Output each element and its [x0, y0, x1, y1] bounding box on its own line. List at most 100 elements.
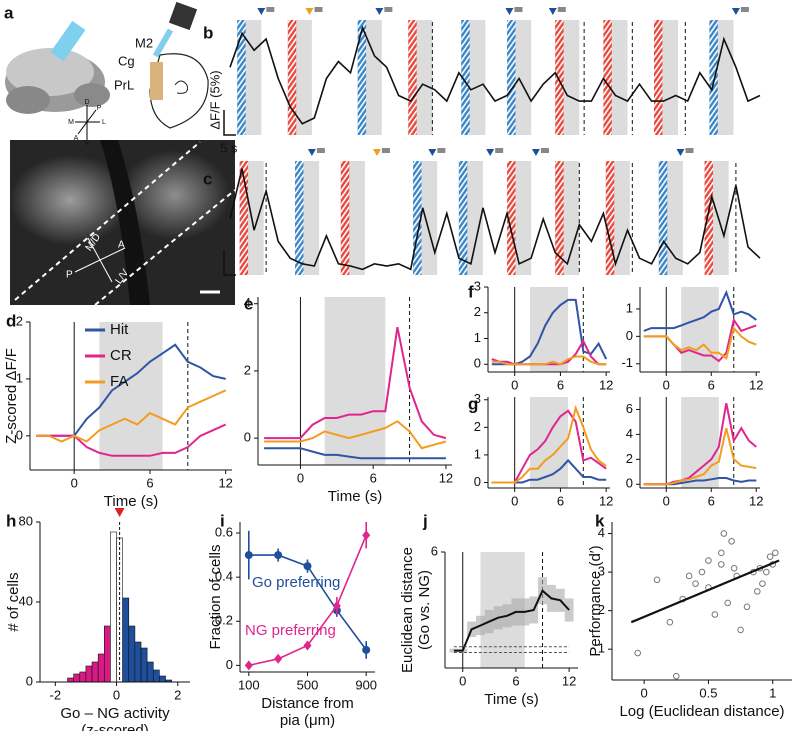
stimulus-hatch [654, 20, 663, 135]
point [753, 588, 761, 595]
series-line [264, 327, 447, 440]
y-tick-label: 2 [16, 313, 23, 328]
panel-label: g [468, 394, 478, 413]
point [685, 572, 693, 580]
y-tick-label: 4 [626, 426, 633, 441]
series-line [453, 589, 570, 652]
stimulus-window [529, 397, 569, 488]
y-tick-label: 0.4 [215, 569, 233, 584]
point [728, 537, 735, 545]
brain-render [5, 20, 110, 140]
scale-bar [223, 110, 236, 136]
x-axis-label: Time (s) [328, 488, 382, 505]
x-tick-label: 6 [557, 377, 564, 392]
x-tick-label: 0 [297, 470, 304, 485]
stimulus-window [681, 287, 719, 372]
histogram-bar [79, 671, 87, 683]
stimulus-hatch [605, 161, 615, 275]
lick-ticks [540, 148, 549, 153]
compass-label: L [102, 119, 106, 126]
point [666, 618, 674, 626]
lick-ticks [314, 7, 323, 12]
y-tick-label: 3 [474, 391, 481, 406]
x-tick-label: 6 [708, 493, 715, 508]
y-tick-label: 0.6 [215, 524, 233, 539]
trial-arrow [486, 149, 495, 156]
panel-label: i [220, 511, 225, 530]
x-axis-label: pia (μm) [280, 712, 335, 729]
series-line [36, 389, 227, 443]
trial-arrow [731, 8, 740, 15]
y-tick-label: 2 [626, 451, 633, 466]
point [692, 580, 699, 587]
point [711, 611, 719, 618]
point [766, 553, 774, 560]
trace [229, 168, 761, 271]
scale-label: ΔF/F (5%) [207, 70, 222, 129]
coronal-schematic [149, 1, 209, 129]
y-tick-label: 0 [16, 427, 23, 442]
y-tick-label: 0 [626, 328, 633, 343]
series-line [491, 338, 607, 366]
point [720, 530, 728, 537]
trial-arrow [676, 149, 685, 156]
x-tick-label: -2 [50, 687, 62, 702]
x-tick-label: 2 [174, 687, 181, 702]
compass-label: D [84, 99, 89, 106]
x-axis-label: Time (s) [484, 691, 538, 708]
region-label: Cg [118, 53, 135, 68]
stimulus-hatch [507, 20, 516, 135]
y-tick-label: 4 [244, 295, 251, 310]
panel-label: h [6, 511, 16, 530]
y-tick-label: 0 [474, 356, 481, 371]
panel-label: b [203, 23, 213, 42]
series-line [491, 404, 607, 484]
y-tick-label: 1 [474, 446, 481, 461]
x-axis-label: Go – NG activity [60, 705, 170, 722]
trial-arrow [372, 149, 381, 156]
point [762, 568, 770, 576]
histogram-bar [85, 665, 93, 683]
series-line [643, 427, 757, 486]
x-tick-label: 12 [599, 377, 613, 392]
y-axis-label: Fraction of cells [207, 544, 224, 649]
x-tick-label: 12 [749, 377, 763, 392]
x-tick-label: 12 [218, 475, 232, 490]
stimulus-window [99, 322, 163, 470]
histogram-bar [110, 531, 117, 683]
compass-label: V [85, 140, 90, 147]
y-tick-label: 0 [226, 657, 233, 672]
x-axis-label: Time (s) [104, 493, 158, 510]
y-tick-label: 4 [598, 525, 605, 540]
stimulus-hatch [340, 161, 350, 275]
y-tick-label: 0.2 [215, 613, 233, 628]
trial-arrow [375, 8, 384, 15]
panel-label: c [203, 169, 212, 188]
y-axis-label: Performance (d′) [587, 545, 604, 656]
stimulus-hatch [295, 161, 304, 275]
point [672, 672, 680, 680]
y-tick-label: 2 [598, 602, 605, 617]
y-axis-label: Euclidean distance [399, 547, 416, 673]
stimulus-window [529, 287, 569, 372]
lick-ticks [316, 148, 325, 153]
x-tick-label: 12 [749, 493, 763, 508]
series-line [36, 423, 227, 457]
legend-label: FA [110, 373, 128, 390]
series-line [643, 289, 757, 332]
point [303, 562, 312, 571]
series-line [643, 326, 757, 360]
x-tick-label: 0.5 [699, 685, 717, 700]
y-tick-label: 0 [244, 430, 251, 445]
stimulus-hatch [287, 20, 297, 135]
region-label: PrL [114, 77, 134, 92]
point [332, 600, 341, 611]
y-tick-label: 1 [598, 641, 605, 656]
y-tick-label: 1 [626, 300, 633, 315]
x-tick-label: 0 [71, 475, 78, 490]
point [730, 564, 738, 572]
lick-ticks [381, 148, 390, 153]
y-tick-label: 6 [626, 401, 633, 416]
x-axis-label: (z-scored) [81, 722, 149, 731]
